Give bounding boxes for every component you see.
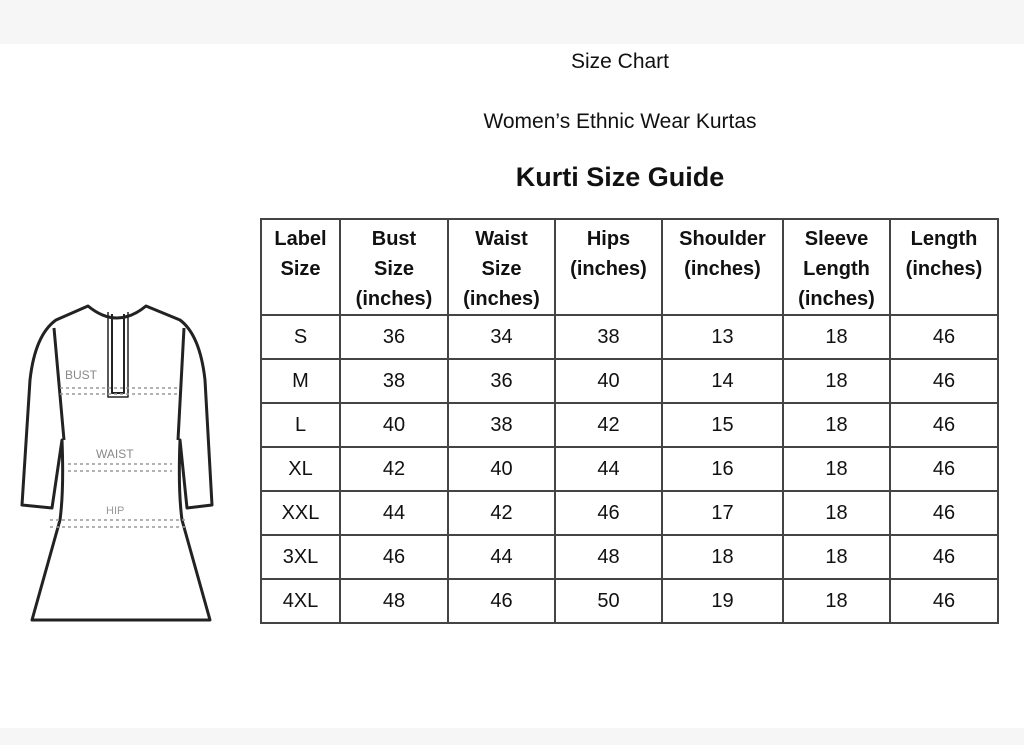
heading: Kurti Size Guide bbox=[515, 162, 725, 192]
measurement-cell: 44 bbox=[339, 490, 449, 536]
header-line: Size bbox=[373, 258, 415, 280]
top-band bbox=[0, 0, 1024, 44]
measurement-cell: 18 bbox=[782, 534, 891, 580]
header-line: (inches) bbox=[684, 258, 761, 280]
header-line: Size bbox=[280, 258, 321, 280]
header-line: Length bbox=[803, 258, 870, 280]
header-line: Hips bbox=[586, 228, 631, 250]
measurement-cell: 46 bbox=[339, 534, 449, 580]
measurement-cell: 40 bbox=[554, 358, 663, 404]
measurement-cell: 46 bbox=[554, 490, 663, 536]
measurement-cell: 46 bbox=[889, 446, 999, 492]
table-row: S 36 34 38 13 18 46 bbox=[260, 314, 999, 360]
header-row: Label Size Bust Size (inches) Waist Size (inche… bbox=[260, 218, 999, 316]
measurement-cell: 40 bbox=[447, 446, 556, 492]
measurement-cell: 42 bbox=[554, 402, 663, 448]
column-header: Shoulder (inches) bbox=[661, 218, 784, 316]
measurement-cell: 46 bbox=[889, 314, 999, 360]
header-line: Length bbox=[910, 228, 978, 250]
table-row: M 38 36 40 14 18 46 bbox=[260, 358, 999, 404]
measurement-cell: 46 bbox=[889, 358, 999, 404]
column-header: Bust Size (inches) bbox=[339, 218, 449, 316]
measurement-cell: 42 bbox=[339, 446, 449, 492]
header-line: (inches) bbox=[798, 288, 875, 310]
header-line: (inches) bbox=[570, 258, 647, 280]
measurement-cell: 13 bbox=[661, 314, 784, 360]
measurement-cell: 46 bbox=[889, 534, 999, 580]
measurement-cell: 36 bbox=[447, 358, 556, 404]
header-line: Waist bbox=[475, 228, 528, 250]
measurement-cell: 50 bbox=[554, 578, 663, 624]
table-row: L 40 38 42 15 18 46 bbox=[260, 402, 999, 448]
header-line: (inches) bbox=[905, 258, 983, 280]
title: Size Chart bbox=[570, 50, 670, 73]
column-header: Length (inches) bbox=[889, 218, 999, 316]
subtitle: Women’s Ethnic Wear Kurtas bbox=[483, 110, 757, 133]
measurement-cell: 48 bbox=[554, 534, 663, 580]
measurement-cell: 18 bbox=[782, 490, 891, 536]
measurement-cell: 42 bbox=[447, 490, 556, 536]
size-label-cell: 3XL bbox=[260, 534, 341, 580]
measurement-cell: 36 bbox=[339, 314, 449, 360]
measurement-cell: 16 bbox=[661, 446, 784, 492]
waist-label: WAIST bbox=[96, 447, 134, 461]
table-row: XL 42 40 44 16 18 46 bbox=[260, 446, 999, 492]
measurement-cell: 44 bbox=[554, 446, 663, 492]
hip-label: HIP bbox=[106, 505, 124, 517]
header-line: Shoulder bbox=[679, 228, 766, 250]
column-header: Waist Size (inches) bbox=[447, 218, 556, 316]
measurement-cell: 18 bbox=[782, 402, 891, 448]
header-line: (inches) bbox=[355, 288, 433, 310]
column-header: Label Size bbox=[260, 218, 341, 316]
measurement-cell: 44 bbox=[447, 534, 556, 580]
header-line: (inches) bbox=[463, 288, 540, 310]
bust-label: BUST bbox=[65, 368, 98, 382]
measurement-cell: 46 bbox=[889, 578, 999, 624]
measurement-cell: 46 bbox=[889, 402, 999, 448]
measurement-cell: 18 bbox=[782, 358, 891, 404]
measurement-cell: 38 bbox=[447, 402, 556, 448]
header-line: Size bbox=[481, 258, 522, 280]
size-table: Label Size Bust Size (inches) Waist Size (inche… bbox=[260, 218, 999, 624]
measurement-cell: 14 bbox=[661, 358, 784, 404]
measurement-cell: 19 bbox=[661, 578, 784, 624]
kurta-illustration: BUST WAIST HIP bbox=[20, 304, 214, 622]
size-label-cell: S bbox=[260, 314, 341, 360]
size-label-cell: XXL bbox=[260, 490, 341, 536]
measurement-cell: 15 bbox=[661, 402, 784, 448]
table-row: 4XL 48 46 50 19 18 46 bbox=[260, 578, 999, 624]
size-label-cell: M bbox=[260, 358, 341, 404]
measurement-cell: 18 bbox=[782, 446, 891, 492]
measurement-cell: 17 bbox=[661, 490, 784, 536]
measurement-cell: 34 bbox=[447, 314, 556, 360]
measurement-cell: 46 bbox=[889, 490, 999, 536]
measurement-cell: 40 bbox=[339, 402, 449, 448]
column-header: Sleeve Length (inches) bbox=[782, 218, 891, 316]
header-line: Label bbox=[274, 228, 327, 250]
measurement-cell: 18 bbox=[661, 534, 784, 580]
size-label-cell: 4XL bbox=[260, 578, 341, 624]
column-header: Hips (inches) bbox=[554, 218, 663, 316]
header-line: Sleeve bbox=[804, 228, 869, 250]
size-label-cell: L bbox=[260, 402, 341, 448]
measurement-cell: 18 bbox=[782, 578, 891, 624]
measurement-cell: 46 bbox=[447, 578, 556, 624]
table-row: 3XL 46 44 48 18 18 46 bbox=[260, 534, 999, 580]
measurement-cell: 38 bbox=[339, 358, 449, 404]
header-line: Bust bbox=[371, 228, 417, 250]
measurement-cell: 18 bbox=[782, 314, 891, 360]
bottom-band bbox=[0, 728, 1024, 745]
measurement-cell: 48 bbox=[339, 578, 449, 624]
measurement-cell: 38 bbox=[554, 314, 663, 360]
size-label-cell: XL bbox=[260, 446, 341, 492]
table-row: XXL 44 42 46 17 18 46 bbox=[260, 490, 999, 536]
